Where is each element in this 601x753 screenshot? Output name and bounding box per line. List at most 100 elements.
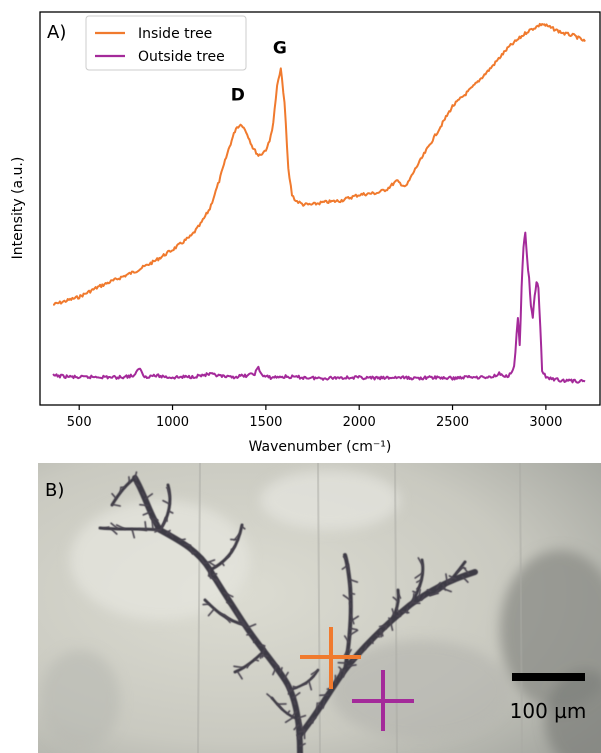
dendrite-spike: [271, 660, 280, 668]
dendrite-spike: [417, 588, 421, 600]
dendrite-spike: [279, 666, 283, 674]
dendrite-spike: [293, 700, 296, 706]
dendrite-spike: [343, 635, 350, 644]
plot-frame: [39, 11, 601, 406]
dendrite-spike: [412, 590, 418, 594]
dendrite-spike: [144, 493, 154, 500]
dendrite-spike: [415, 578, 423, 584]
dendrite-spike: [310, 669, 319, 676]
dendrite-spike: [322, 699, 326, 709]
dendrite-spike: [111, 492, 117, 500]
dendrite-spike: [435, 589, 441, 593]
dendrite-spike: [110, 527, 118, 535]
dendrite-spike: [152, 517, 159, 522]
dendrite-spike: [380, 629, 384, 637]
dendrite-spike: [296, 714, 307, 719]
dendrite-spike: [293, 724, 300, 731]
dendrite-spike: [165, 486, 170, 491]
dendrite-spike: [236, 670, 243, 680]
dendrite-spike: [391, 608, 395, 616]
dendrite-spike: [286, 710, 291, 715]
dendrite-spike: [227, 594, 230, 600]
dendrite-spike: [183, 543, 192, 547]
dendrite-spike: [315, 702, 319, 714]
dendrite-spike: [342, 669, 346, 678]
scale-bar-label: 100 µm: [510, 699, 587, 723]
dendrite-spike: [283, 671, 289, 680]
series-line-outside-tree: [52, 231, 586, 384]
dendrite-spike: [348, 629, 359, 637]
dendrite-spike: [135, 482, 141, 488]
legend-label-outside: Outside tree: [138, 49, 225, 65]
dendrite-spike: [287, 689, 291, 695]
series-line-inside-tree: [52, 22, 586, 306]
dendrite-spike: [441, 587, 453, 593]
dendrite-spike: [414, 571, 424, 579]
dendrite-spike: [392, 596, 399, 603]
dendrite-spike: [261, 649, 265, 659]
dendrite-spike: [139, 503, 149, 507]
dendrite-spike: [178, 538, 186, 542]
dendrite-spike: [292, 691, 301, 699]
dendrite-spike: [232, 545, 236, 550]
dendrite-spike: [459, 566, 467, 570]
dendrite-spike: [151, 520, 154, 531]
micrograph-texture: [40, 470, 601, 753]
dendrite-spike: [144, 520, 147, 531]
dendrite-spike: [110, 522, 119, 530]
dendrite-spike: [162, 499, 171, 505]
dendrite-spike: [455, 566, 464, 574]
dendrite-spike: [159, 522, 165, 532]
dendrite-spike: [128, 476, 131, 484]
dendrite-spike: [253, 638, 256, 644]
dendrite-spike: [207, 608, 216, 617]
x-tick-label: 1000: [156, 415, 189, 430]
dendrite-spike: [233, 532, 241, 541]
dendrite-spike: [115, 524, 126, 530]
dendrite-spike: [162, 516, 167, 525]
dendrite-spike: [378, 624, 387, 628]
dendrite-spike: [165, 516, 168, 523]
dendrite-spike: [266, 693, 274, 700]
dendrite-spike: [253, 658, 260, 662]
dendrite-spike: [290, 710, 298, 718]
peak-annotations: DG: [231, 38, 287, 105]
dendrite-spike: [349, 602, 352, 609]
dendrite-spike: [445, 573, 449, 585]
dendrite-spike: [165, 529, 171, 535]
dendrite-spike: [237, 622, 247, 628]
dendrite-spike: [242, 620, 246, 626]
dendrite-spike: [134, 471, 138, 479]
dendrite-spike: [246, 662, 250, 669]
peak-label-g: G: [273, 38, 287, 58]
dendrite-spike: [338, 668, 342, 679]
dendrite-spike: [389, 619, 394, 632]
x-tick-label: 500: [67, 415, 92, 430]
dendrite-spike: [103, 526, 110, 530]
micrograph-panel: [38, 463, 601, 753]
dendrite-spike: [447, 577, 453, 582]
dendrite-spike: [208, 561, 217, 568]
dendrite-spike: [349, 615, 360, 623]
x-tick-label: 2000: [343, 415, 376, 430]
dendrite-spike: [417, 557, 424, 567]
outside-marker-crosshair: [352, 670, 414, 731]
dendrite-spike: [272, 666, 278, 676]
dendrite-spike: [349, 627, 358, 631]
y-axis-title: Intensity (a.u.): [10, 157, 26, 260]
dendrite-spike: [412, 601, 421, 605]
dendrite-spike: [299, 742, 306, 747]
dendrite-spike: [397, 593, 402, 599]
dendrite-spike: [119, 487, 122, 494]
dendrite-spike: [221, 561, 225, 567]
dendrite-spike: [385, 624, 388, 630]
dendrite-spike: [338, 666, 345, 673]
dendrite-spike: [375, 634, 381, 638]
dendrite-spike: [189, 547, 194, 555]
dendrite-spike: [204, 559, 216, 565]
panel-a-label: A): [47, 22, 66, 43]
dendrite-spike: [238, 615, 245, 626]
dendrite-spike: [226, 555, 231, 559]
dendrite-spike: [167, 510, 174, 514]
dendrite-spike: [349, 592, 356, 595]
